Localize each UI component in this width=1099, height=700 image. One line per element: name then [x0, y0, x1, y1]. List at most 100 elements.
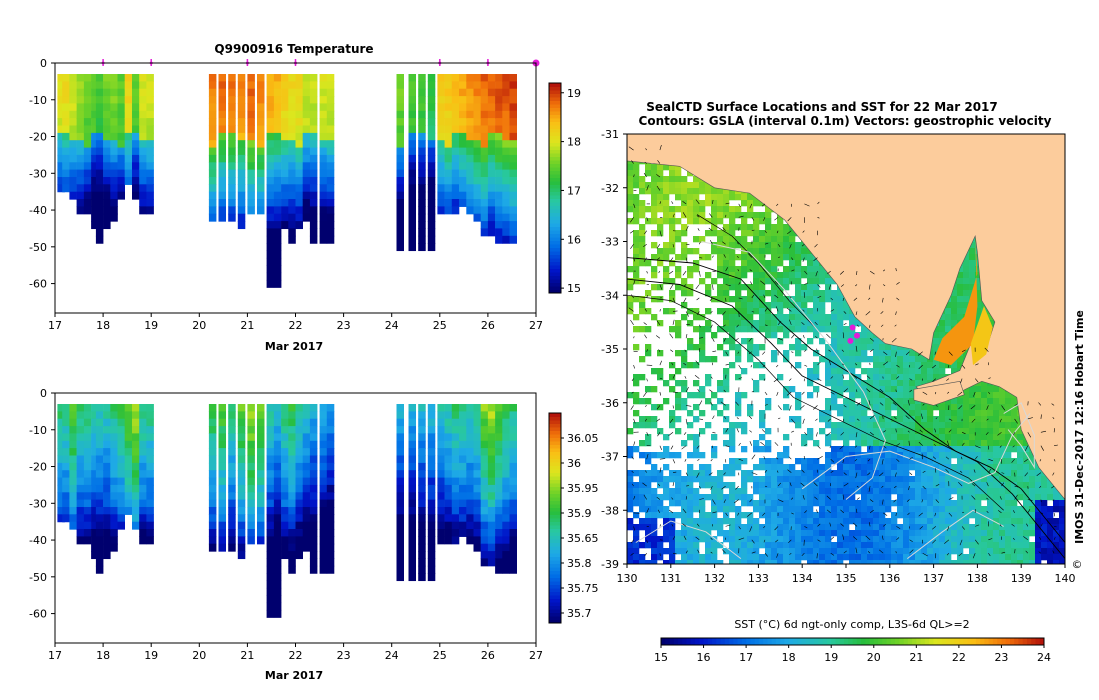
section-cell — [124, 404, 133, 412]
section-cell — [91, 470, 99, 479]
sst-cell — [759, 374, 766, 381]
sst-cell — [903, 362, 910, 369]
section-cell — [76, 448, 85, 457]
section-cell — [502, 551, 510, 560]
section-cell — [266, 426, 275, 435]
sst-cell — [909, 380, 916, 387]
section-cell — [237, 213, 246, 222]
section-cell — [487, 221, 496, 230]
sst-cell — [795, 272, 802, 279]
sst-cell — [663, 194, 670, 201]
section-cell — [218, 184, 226, 193]
sst-cell — [789, 248, 796, 255]
section-cell — [466, 177, 474, 185]
section-cell — [319, 499, 328, 508]
section-cell — [396, 213, 404, 222]
section-cell — [76, 125, 85, 134]
colorbar-segment — [549, 268, 561, 273]
section-cell — [418, 492, 426, 501]
section-cell — [91, 448, 99, 457]
sst-cell — [669, 278, 676, 285]
sst-cell — [873, 380, 880, 387]
section-cell — [451, 191, 460, 200]
sst-cell — [633, 380, 640, 387]
section-cell — [309, 81, 318, 90]
section-cell — [139, 110, 147, 119]
section-cell — [208, 455, 217, 464]
sst-cell — [831, 368, 838, 375]
section-cell — [302, 140, 311, 149]
section-cell — [208, 184, 217, 193]
sst-cell — [795, 326, 802, 333]
section-cell — [319, 484, 328, 493]
sst-cell — [717, 248, 724, 255]
colorbar-segment — [549, 535, 561, 540]
section-cell — [326, 74, 335, 82]
sst-cell — [837, 314, 844, 321]
colorbar-segment — [549, 177, 561, 182]
sst-cell — [783, 404, 790, 411]
y-tick-label: -30 — [29, 497, 47, 510]
y-tick-label: -60 — [29, 278, 47, 291]
sst-cell — [663, 254, 670, 261]
colorbar-segment — [549, 251, 561, 255]
section-cell — [408, 147, 416, 156]
section-cell — [146, 154, 154, 163]
section-cell — [326, 477, 335, 486]
sst-cell — [669, 362, 676, 369]
sst-cell — [657, 194, 664, 201]
section-cell — [132, 507, 140, 515]
section-cell — [495, 103, 503, 112]
sst-cell — [825, 344, 832, 351]
sst-cell — [633, 248, 640, 255]
section-cell — [408, 492, 416, 501]
section-cell — [237, 221, 246, 230]
section-cell — [502, 455, 510, 464]
section-cell — [273, 602, 282, 611]
section-cell — [95, 470, 104, 479]
section-cell — [57, 499, 65, 508]
section-cell — [139, 147, 147, 156]
section-cell — [95, 477, 104, 486]
sst-cell — [963, 410, 970, 417]
sst-cell — [927, 422, 934, 429]
section-cell — [302, 492, 311, 501]
sst-cell — [723, 308, 730, 315]
section-cell — [295, 96, 303, 105]
section-cell — [466, 499, 474, 508]
section-cell — [237, 499, 246, 508]
sst-cell — [963, 260, 970, 267]
section-cell — [57, 448, 65, 457]
section-cell — [146, 462, 154, 471]
section-cell — [62, 462, 70, 471]
sst-cell — [627, 266, 634, 273]
section-cell — [326, 521, 335, 530]
section-cell — [124, 411, 133, 420]
sst-cell — [951, 290, 958, 297]
sst-cell — [639, 302, 646, 309]
section-cell — [319, 147, 328, 156]
sst-cell — [885, 410, 892, 417]
section-cell — [124, 499, 133, 508]
section-cell — [281, 440, 289, 449]
section-cell — [266, 228, 275, 237]
colorbar-segment — [549, 83, 561, 87]
section-cell — [459, 169, 467, 178]
y-tick-label: -10 — [29, 424, 47, 437]
section-cell — [480, 125, 489, 134]
section-cell — [266, 499, 275, 508]
colorbar-segment — [549, 584, 561, 589]
section-cell — [83, 125, 92, 134]
section-cell — [326, 191, 335, 200]
section-cell — [295, 418, 303, 427]
section-cell — [502, 132, 510, 141]
sst-cell — [735, 410, 742, 417]
sst-cell — [795, 350, 802, 357]
sst-cell — [981, 302, 988, 309]
section-cell — [437, 140, 445, 149]
section-cell — [124, 440, 133, 449]
section-cell — [473, 426, 481, 435]
sst-cell — [723, 326, 730, 333]
section-cell — [218, 404, 226, 412]
sst-cell — [627, 176, 634, 183]
